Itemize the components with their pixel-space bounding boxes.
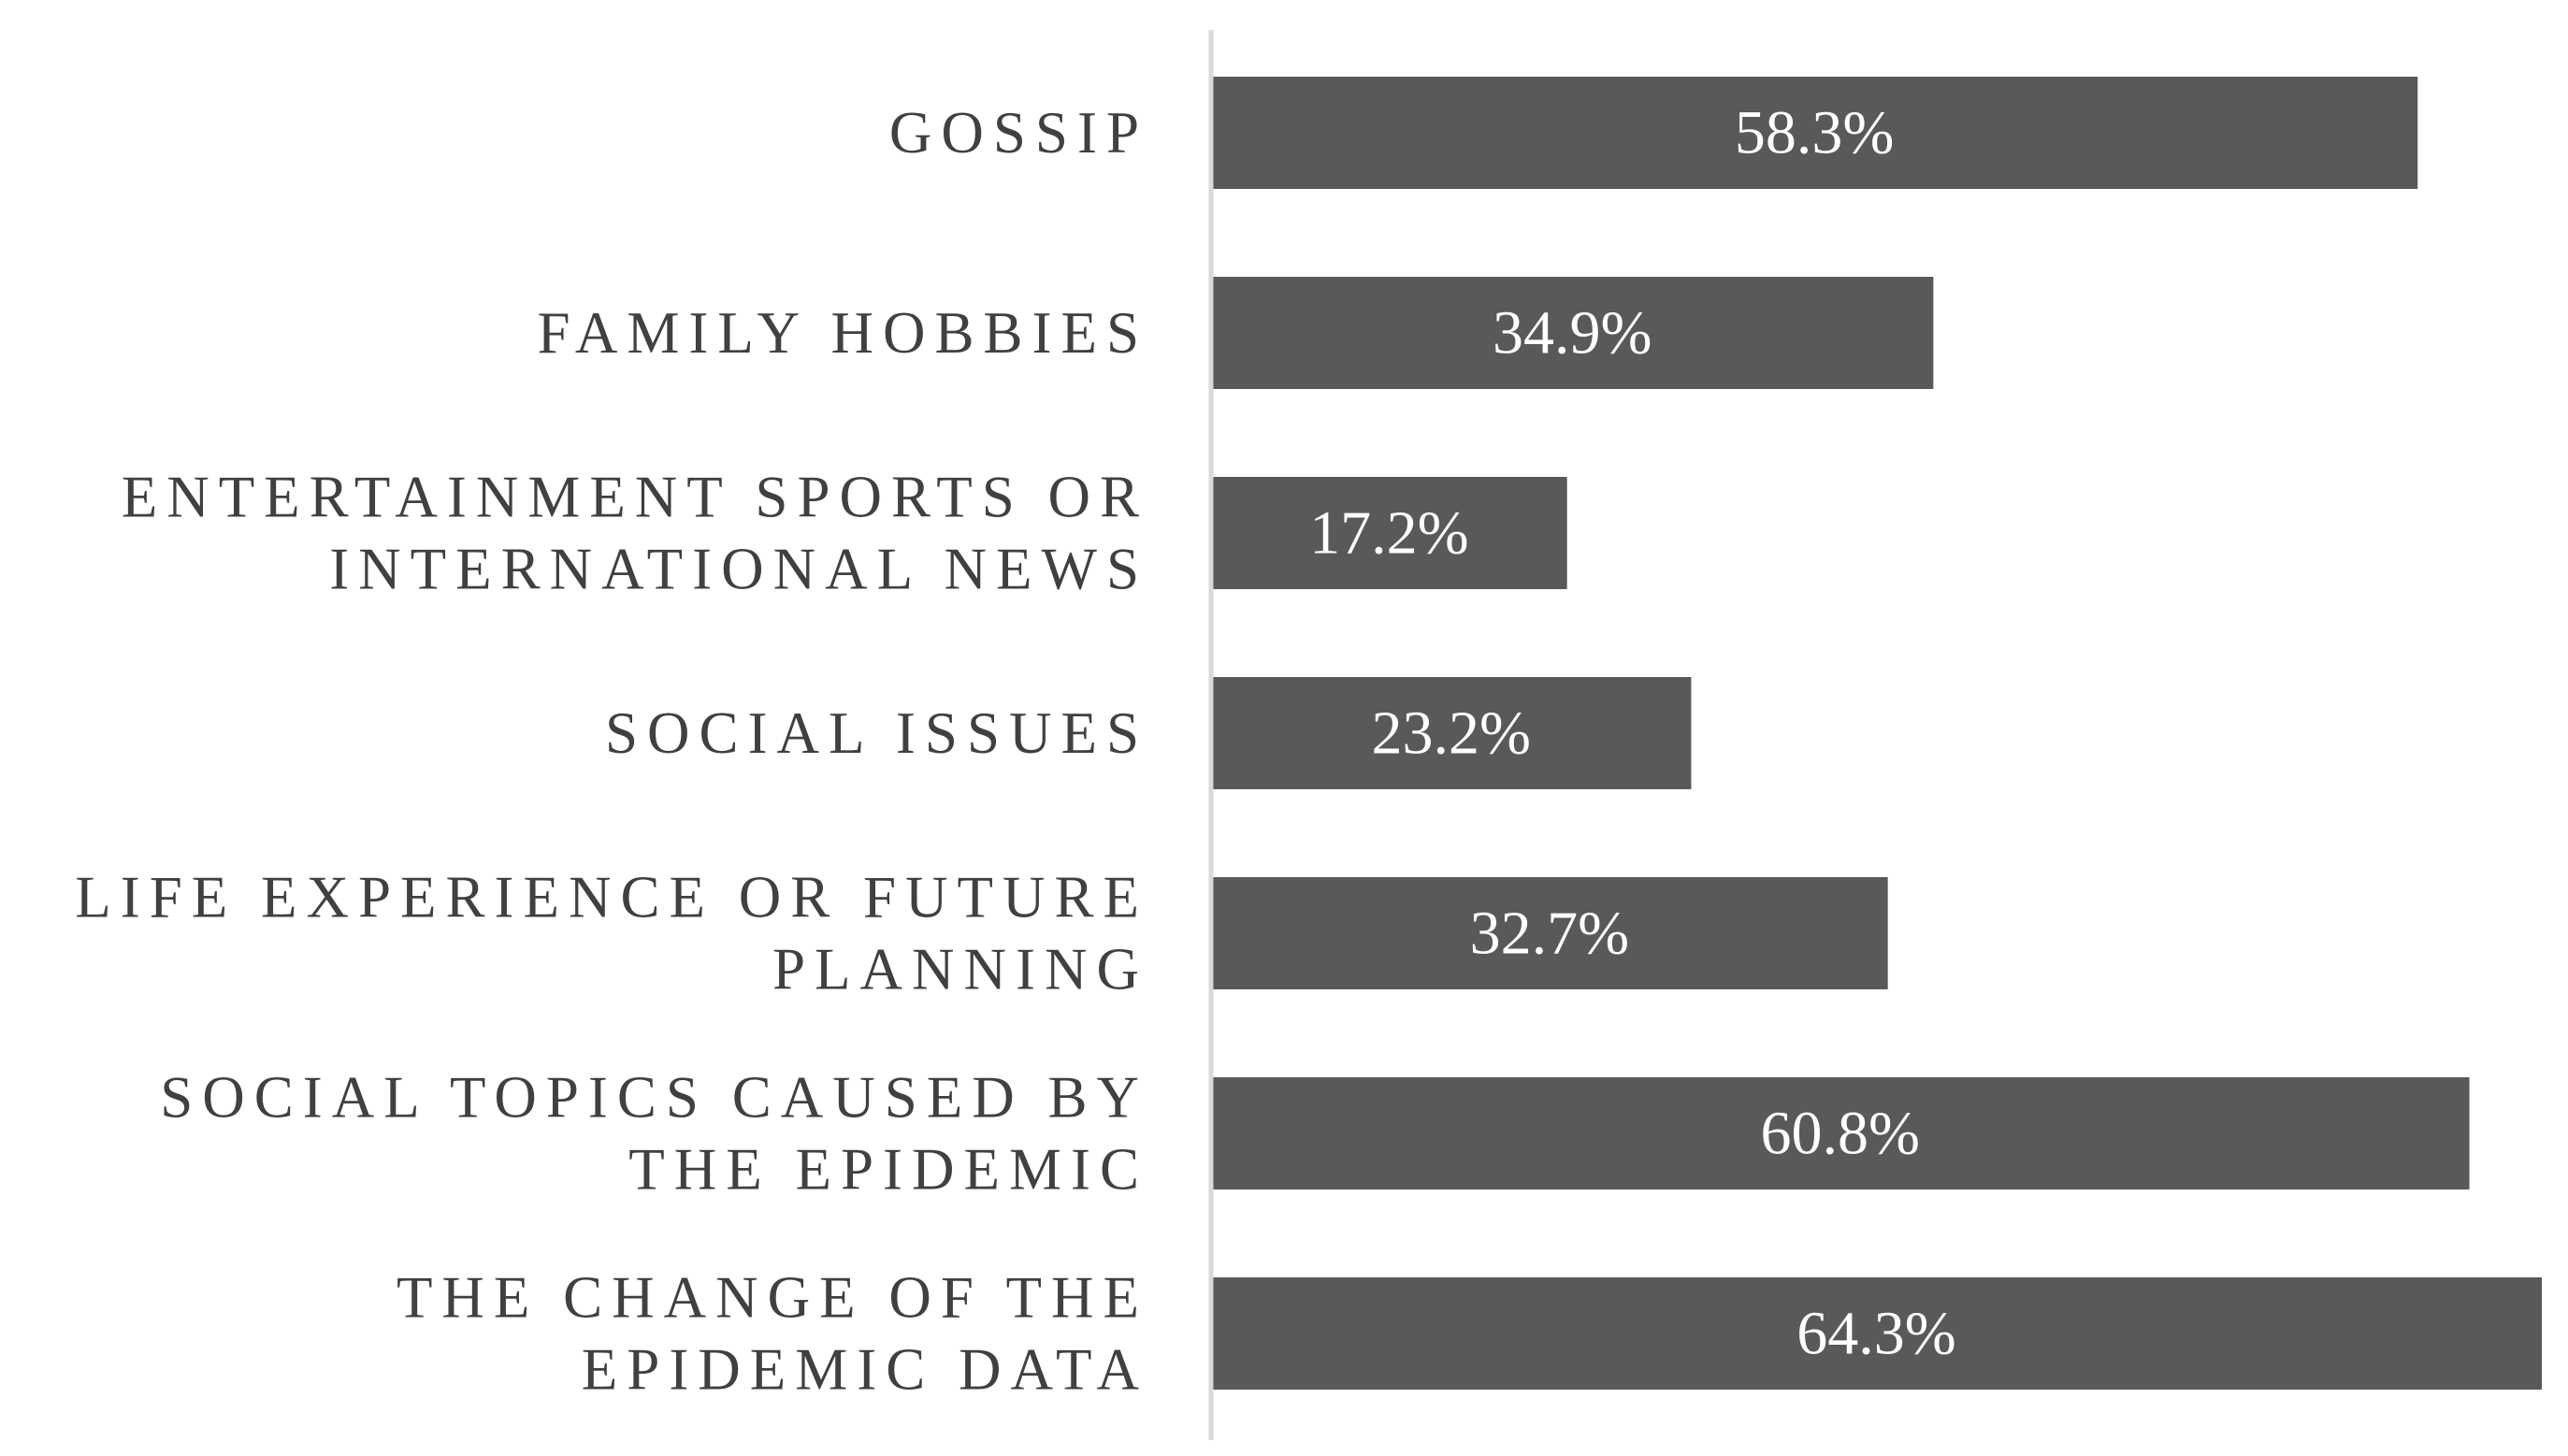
category-tick-label: PLANNING	[772, 937, 1148, 1002]
category-tick-label: SOCIAL ISSUES	[605, 700, 1148, 766]
category-labels-group: GOSSIP FAMILY HOBBIES ENTERTAINMENT SPORTS…	[75, 100, 1148, 1403]
bars-group: 58.3% 34.9% 17.2% 23.2% 32.7% 60.8% 64.3%	[1211, 77, 2542, 1390]
category-tick-label: EPIDEMIC DATA	[582, 1337, 1148, 1403]
category-tick-label: THE CHANGE OF THE	[397, 1265, 1148, 1331]
bar	[1211, 1077, 2470, 1189]
data-label: 23.2%	[1371, 699, 1530, 768]
category-tick-label: ENTERTAINMENT SPORTS OR	[122, 465, 1148, 530]
data-label: 64.3%	[1796, 1300, 1955, 1368]
bar	[1211, 1277, 2542, 1390]
category-tick-label: INTERNATIONAL NEWS	[329, 537, 1148, 602]
category-tick-label: FAMILY HOBBIES	[538, 300, 1148, 366]
category-tick-label: GOSSIP	[889, 100, 1148, 166]
bar	[1211, 477, 1567, 589]
bar	[1211, 877, 1888, 989]
data-label: 58.3%	[1735, 99, 1894, 167]
data-label: 34.9%	[1493, 299, 1652, 368]
data-label: 32.7%	[1470, 900, 1629, 968]
bar	[1211, 77, 2418, 189]
data-label: 60.8%	[1761, 1100, 1920, 1168]
category-tick-label: SOCIAL TOPICS CAUSED BY	[160, 1065, 1148, 1131]
data-label: 17.2%	[1309, 499, 1468, 568]
bar	[1211, 677, 1692, 789]
bar	[1211, 277, 1934, 389]
category-tick-label: THE EPIDEMIC	[628, 1137, 1148, 1203]
category-tick-label: LIFE EXPERIENCE OR FUTURE	[75, 865, 1148, 930]
